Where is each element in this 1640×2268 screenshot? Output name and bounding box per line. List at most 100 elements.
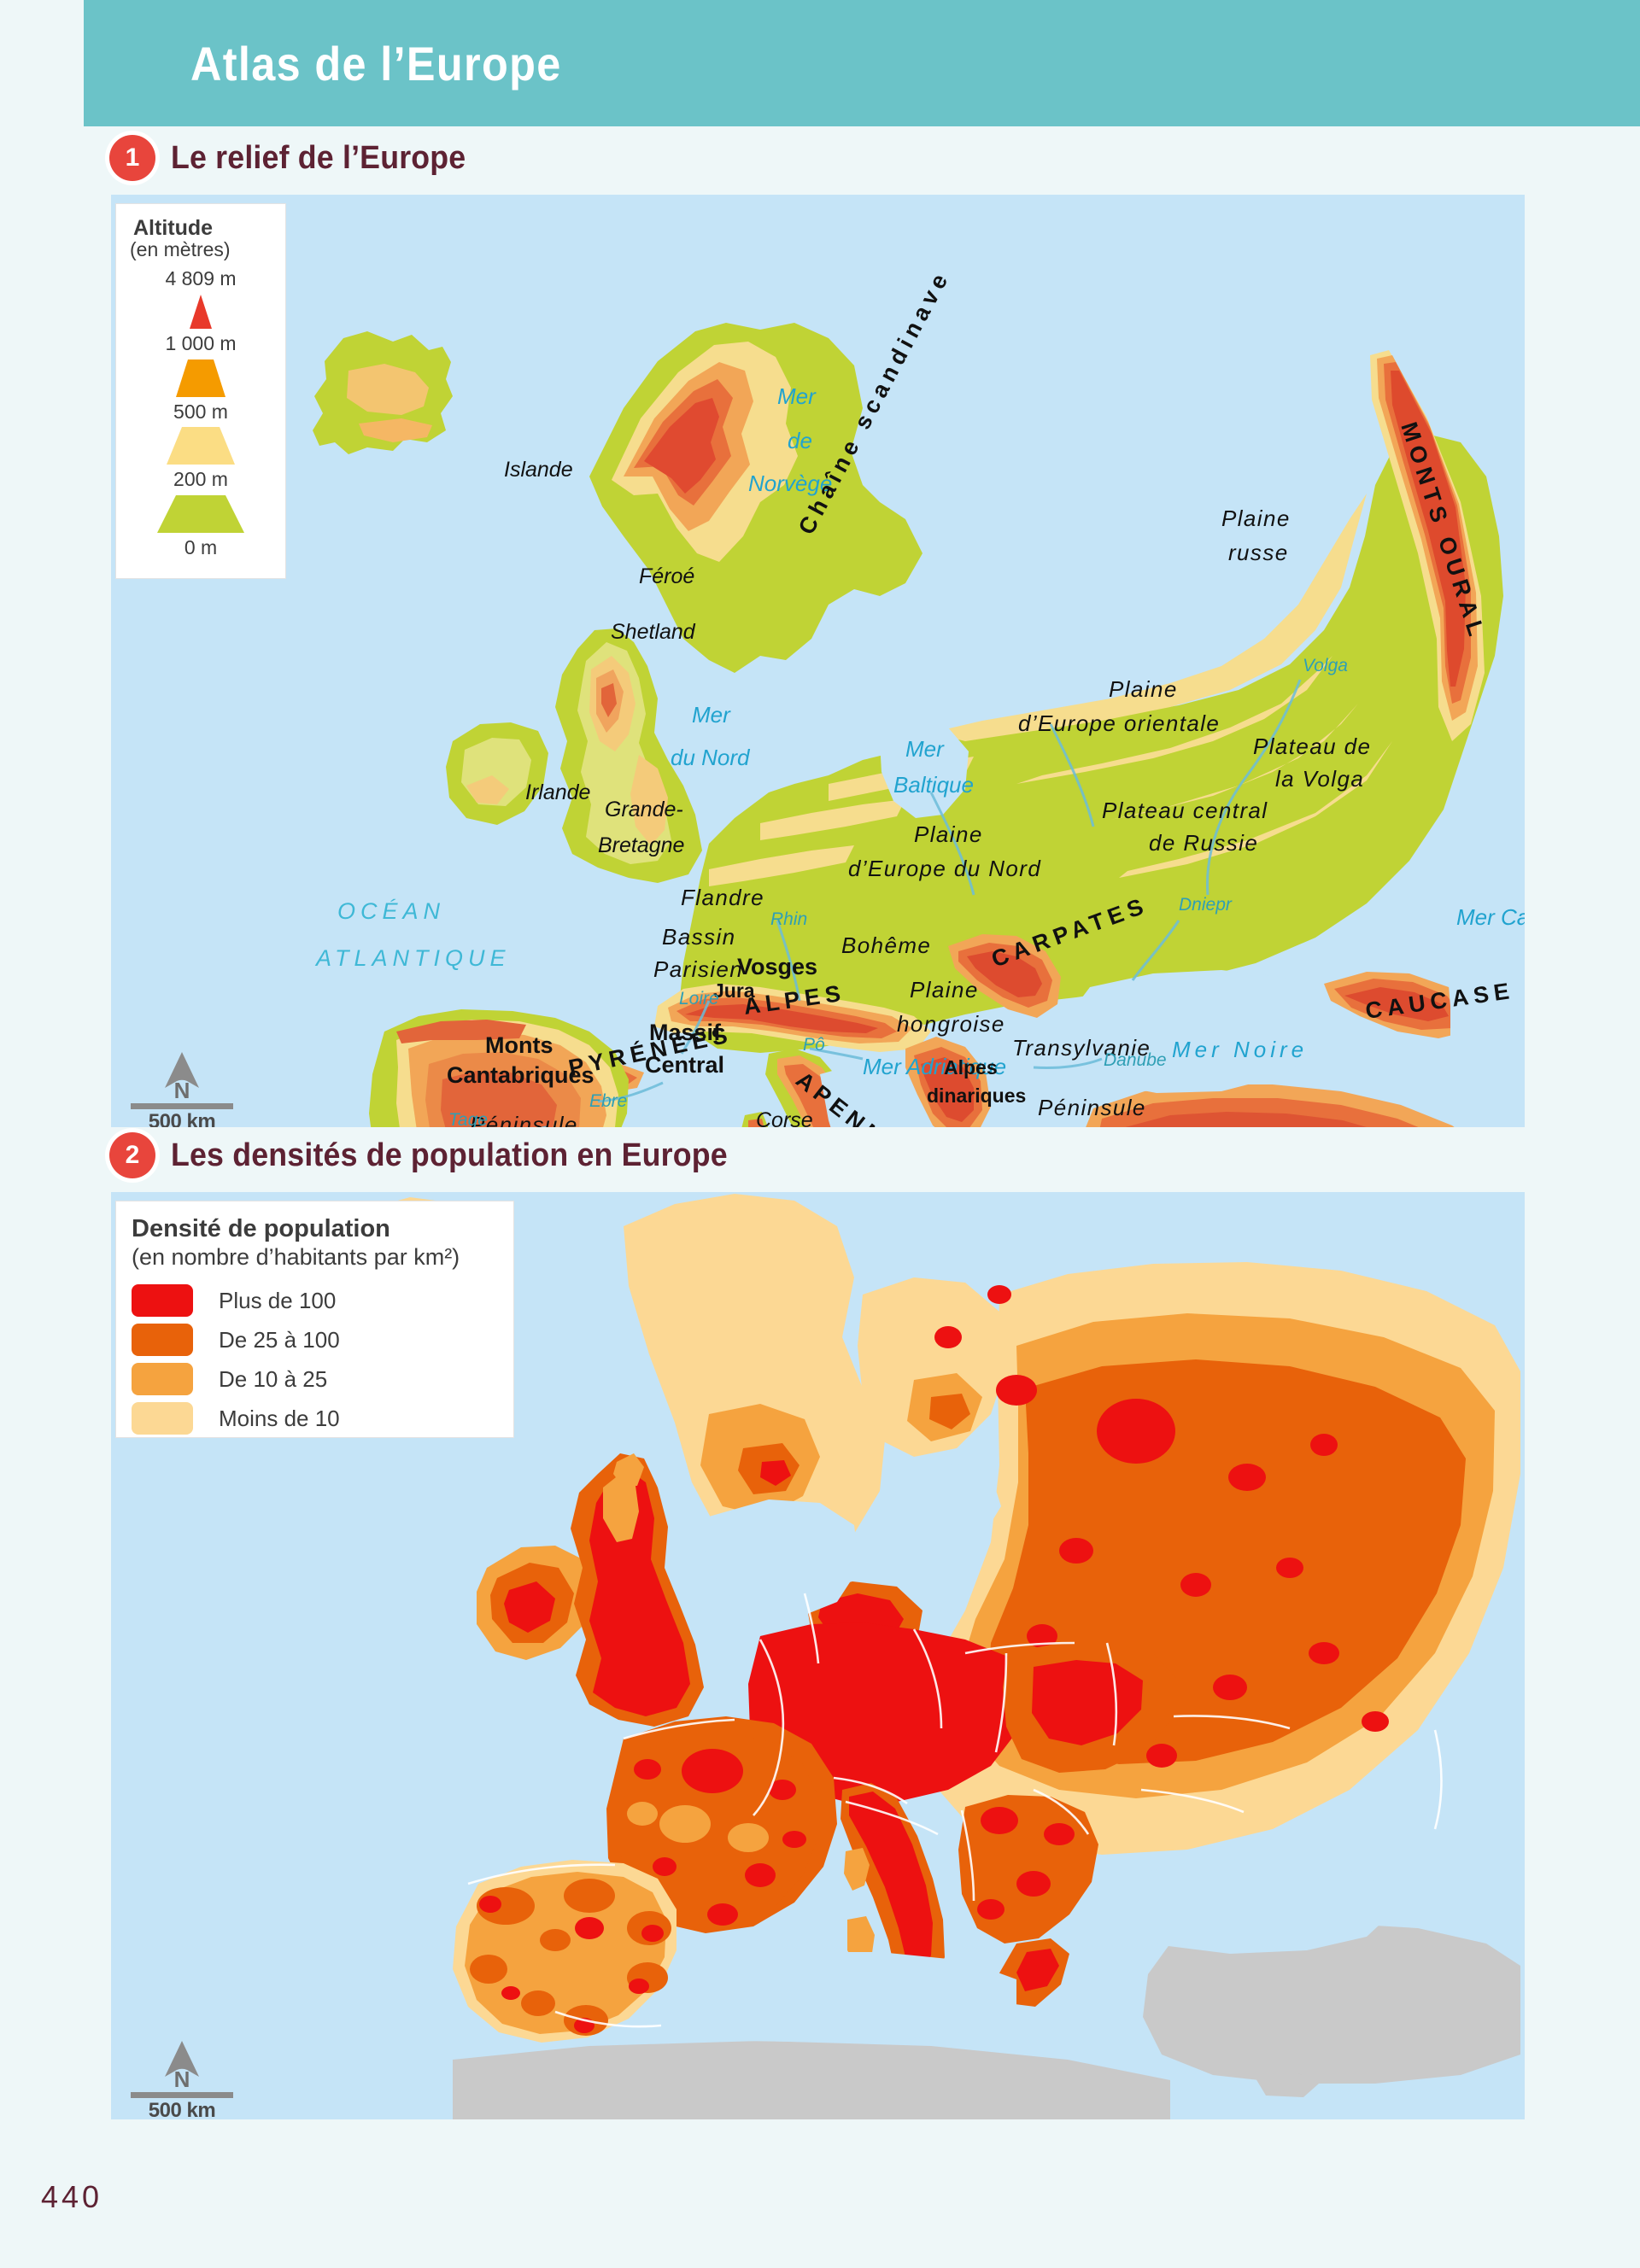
map-label: Shetland	[611, 620, 696, 644]
altitude-swatch-peak	[190, 294, 212, 329]
page-banner: Atlas de l’Europe	[84, 0, 1640, 126]
map-label: OCÉAN	[337, 898, 445, 924]
scale-bar	[131, 2092, 233, 2098]
density-label-25-100: De 25 à 100	[219, 1326, 340, 1353]
map-label: Norvège	[748, 471, 832, 496]
map-label: Alpes	[944, 1056, 998, 1078]
map-label: Baltique	[893, 772, 974, 798]
altitude-swatch-1000	[176, 359, 226, 397]
section-header-density: 2 Les densités de population en Europe	[109, 1132, 763, 1178]
map-label: Tage	[448, 1110, 488, 1127]
map-label: Plaine	[914, 821, 983, 847]
relief-compass-scale: N 500 km	[126, 1049, 237, 1127]
density-legend-subtitle: (en nombre d’habitants par km²)	[132, 1244, 460, 1270]
map-label: russe	[1228, 540, 1289, 565]
map-label: Grande-	[605, 798, 683, 821]
map-label: Mer Adriatique	[863, 1054, 1006, 1079]
map-label: Central	[645, 1052, 724, 1078]
altitude-swatch-200	[157, 495, 244, 533]
map-label: Vosges	[737, 954, 817, 979]
map-label: ATLANTIQUE	[314, 945, 511, 971]
altitude-value-500: 500 m	[173, 400, 228, 423]
svg-text:N: N	[174, 1078, 190, 1102]
map-label: hongroise	[897, 1011, 1005, 1037]
map-label: Rhin	[770, 909, 807, 929]
section-title-density: Les densités de population en Europe	[171, 1137, 728, 1173]
north-arrow-icon: N	[165, 2041, 199, 2090]
section-number-badge-2: 2	[109, 1132, 155, 1178]
density-swatch-10-25	[132, 1363, 193, 1395]
map-label: Plaine	[1109, 676, 1178, 702]
map-label: Mer Caspienne	[1456, 904, 1525, 930]
map-label: Parisien	[653, 956, 743, 982]
map-label: Dniepr	[1179, 895, 1233, 915]
section-header-relief: 1 Le relief de l’Europe	[109, 135, 484, 181]
map-label: la Volga	[1275, 766, 1364, 792]
map-label: Flandre	[681, 885, 764, 910]
svg-text:N: N	[174, 2066, 190, 2090]
density-swatch-under10	[132, 1402, 193, 1435]
density-legend-title: Densité de population	[132, 1215, 390, 1242]
map-label: Loire	[679, 989, 719, 1008]
map-label: Mer	[692, 702, 731, 728]
density-label-under10: Moins de 10	[219, 1405, 340, 1431]
map-label: Péninsule	[470, 1112, 578, 1127]
map-label: d’Europe du Nord	[848, 856, 1041, 881]
altitude-value-200: 200 m	[173, 468, 228, 491]
altitude-legend-subtitle: (en mètres)	[130, 238, 231, 260]
relief-map-graphic: Mer de Norvège Mer du Nord Mer Baltique Mer Cas…	[111, 195, 1525, 1127]
map-label: Irlande	[525, 780, 590, 804]
altitude-legend-title: Altitude	[133, 216, 214, 240]
scale-distance-label: 500 km	[148, 1110, 216, 1127]
map-label: Mer Noire	[1172, 1037, 1308, 1062]
map-label: Plaine	[910, 977, 979, 1002]
map-label: Danube	[1104, 1050, 1167, 1070]
map-label: dinariques	[927, 1084, 1026, 1107]
map-label: Mer	[777, 383, 817, 409]
map-label: Jura	[713, 979, 755, 1002]
altitude-value-1000: 1 000 m	[165, 331, 237, 354]
page-number: 440	[41, 2179, 103, 2214]
map-label: Péninsule	[1038, 1095, 1146, 1120]
density-legend: Densité de population (en nombre d’habit…	[115, 1201, 514, 1438]
section-title-relief: Le relief de l’Europe	[171, 139, 466, 176]
altitude-value-4809: 4 809 m	[165, 267, 237, 289]
map-label: Pô	[803, 1035, 825, 1055]
map-label: Bassin	[662, 924, 735, 950]
density-swatch-plus100	[132, 1284, 193, 1317]
map-label: d’Europe orientale	[1018, 710, 1220, 736]
altitude-legend: Altitude (en mètres) 4 809 m 1 000 m 500…	[115, 203, 286, 579]
density-class-row: Plus de 100	[132, 1281, 500, 1320]
map-label: Islande	[504, 458, 573, 482]
scale-distance-label: 500 km	[148, 2099, 216, 2119]
banner-title: Atlas de l’Europe	[190, 37, 562, 91]
map-label: de Russie	[1149, 830, 1258, 856]
map-label: Féroé	[639, 564, 694, 588]
map-label: Ebre	[589, 1091, 627, 1111]
map-label: Corse	[756, 1108, 813, 1127]
map-label: Plaine	[1221, 506, 1291, 531]
map-label: Plateau de	[1253, 734, 1371, 759]
map-label: Cantabriques	[447, 1062, 594, 1088]
map-label: Monts	[485, 1032, 553, 1058]
map-label: du Nord	[671, 745, 751, 770]
map-label: Massif	[649, 1020, 722, 1045]
scale-bar	[131, 1103, 233, 1109]
map-label: Bohême	[841, 932, 931, 958]
map-label: Mer	[905, 736, 945, 762]
altitude-value-0: 0 m	[184, 536, 218, 558]
density-swatch-25-100	[132, 1324, 193, 1356]
map-label: Transylvanie	[1012, 1035, 1151, 1061]
altitude-swatch-500	[167, 427, 235, 465]
map-label: de	[788, 428, 812, 453]
density-label-plus100: Plus de 100	[219, 1287, 337, 1313]
section-number-badge-1: 1	[109, 135, 155, 181]
map-label: Plateau central	[1102, 798, 1268, 823]
relief-map[interactable]: Mer de Norvège Mer du Nord Mer Baltique Mer Cas…	[111, 195, 1525, 1127]
density-class-row: Moins de 10	[132, 1399, 500, 1438]
map-label: Bretagne	[598, 833, 684, 857]
north-arrow-icon: N	[165, 1052, 199, 1102]
density-class-row: De 25 à 100	[132, 1320, 500, 1359]
map-label: Volga	[1303, 656, 1348, 675]
